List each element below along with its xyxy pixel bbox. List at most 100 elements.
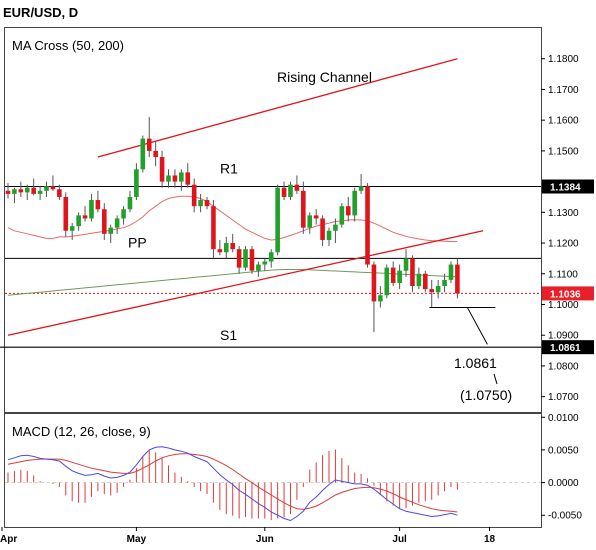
candle-body <box>275 187 280 253</box>
candle-body <box>384 267 390 296</box>
candle-body <box>140 138 146 170</box>
macd-plot: 0.0100 0.0050 0.0000 -0.0050 <box>5 413 582 522</box>
moving-averages <box>7 195 458 296</box>
price-badge <box>542 286 594 301</box>
candle-body <box>102 209 107 234</box>
pp-label: PP <box>128 234 147 250</box>
macd-line <box>7 446 458 522</box>
macd-tick-label: -0.0050 <box>548 511 582 522</box>
candle-body <box>223 243 229 253</box>
candle-body <box>423 273 428 290</box>
candle-body <box>435 286 441 293</box>
candle-body <box>294 184 300 191</box>
price-badge-label: 1.1384 <box>550 183 581 194</box>
price-axis: 1.1800 1.1700 1.1600 1.1500 1.1300 1.1200 1.11… <box>541 54 594 403</box>
candlesticks <box>5 117 460 333</box>
price-panel-frame <box>4 27 542 413</box>
time-tick-label: 18 <box>484 534 496 545</box>
candle-body <box>204 200 210 207</box>
candle-body <box>89 200 94 219</box>
candle-body <box>320 218 325 240</box>
candle-body <box>326 230 332 240</box>
candle-body <box>371 264 377 302</box>
r1-label: R1 <box>220 161 238 177</box>
candle-body <box>358 186 364 191</box>
candle-body <box>403 258 409 271</box>
rising-channel-label: Rising Channel <box>277 69 372 85</box>
candle-body <box>390 267 396 283</box>
candle-body <box>345 206 351 216</box>
candle-body <box>301 190 306 228</box>
price-tick-label: 1.1300 <box>548 208 579 219</box>
candle-body <box>455 264 460 294</box>
candle-body <box>281 187 287 197</box>
macd-indicator-label: MACD (12, 26, close, 9) <box>12 424 151 439</box>
macd-tick-label: 0.0100 <box>548 413 579 424</box>
macd-signal-line <box>7 453 458 513</box>
candle-body <box>397 270 402 283</box>
candle-body <box>18 189 24 193</box>
candle-body <box>153 150 158 158</box>
candle-body <box>95 200 101 210</box>
pivot-levels: R1 PP S1 <box>0 161 541 348</box>
candle-body <box>198 200 203 207</box>
price-badge <box>542 179 594 194</box>
price-tick-label: 1.1200 <box>548 239 579 250</box>
ma200-line <box>7 269 458 296</box>
candle-body <box>57 189 62 197</box>
ma50-line <box>7 195 458 242</box>
annotations: 1.0861 (1.0750) <box>429 307 512 403</box>
candle-body <box>69 226 75 231</box>
channel-upper-line <box>97 58 458 158</box>
macd-tick-label: 0.0050 <box>548 445 579 456</box>
candle-body <box>121 209 126 219</box>
candle-body <box>448 264 454 280</box>
rising-channel: Rising Channel <box>7 58 484 336</box>
candle-body <box>12 189 17 194</box>
time-tick-label: Jun <box>256 534 274 545</box>
macd-tick-label: 0.0000 <box>548 478 579 489</box>
candle-body <box>31 187 36 194</box>
price-tick-label: 1.1000 <box>548 300 579 311</box>
chart-title: EUR/USD, D <box>3 5 79 20</box>
candle-body <box>256 264 261 271</box>
projection-arrow <box>466 307 488 345</box>
candle-body <box>108 227 114 234</box>
price-badge-label: 1.0861 <box>550 343 581 354</box>
price-tick-label: 1.0700 <box>548 392 579 403</box>
candle-body <box>442 279 447 287</box>
price-badge <box>542 340 594 355</box>
candle-body <box>217 249 223 253</box>
candle-body <box>352 190 357 216</box>
candle-body <box>172 175 178 182</box>
candle-body <box>268 252 274 262</box>
candle-body <box>114 218 120 228</box>
candle-body <box>37 190 43 194</box>
candle-body <box>191 184 197 207</box>
candle-body <box>429 289 435 293</box>
price-tick-label: 1.1600 <box>548 116 579 127</box>
time-tick-label: Apr <box>0 534 17 545</box>
candle-body <box>378 295 383 302</box>
candle-body <box>249 249 255 271</box>
price-tick-label: 1.1100 <box>548 269 578 280</box>
price-tick-label: 1.0800 <box>548 361 579 372</box>
candle-body <box>236 249 242 268</box>
candle-body <box>146 138 152 151</box>
candle-body <box>159 157 165 182</box>
price-tick-label: 1.0900 <box>548 331 579 342</box>
target-connector <box>493 373 498 385</box>
candle-body <box>166 175 171 182</box>
candle-body <box>76 215 81 227</box>
candle-body <box>410 258 415 287</box>
candle-body <box>63 196 69 231</box>
candle-body <box>5 190 11 194</box>
channel-lower-line <box>7 230 484 336</box>
candle-body <box>288 184 293 197</box>
price-indicator-label: MA Cross (50, 200) <box>12 38 124 53</box>
candle-body <box>127 196 133 210</box>
time-tick-label: May <box>127 534 147 545</box>
price-badge-label: 1.1036 <box>550 289 581 300</box>
candle-body <box>24 187 30 193</box>
